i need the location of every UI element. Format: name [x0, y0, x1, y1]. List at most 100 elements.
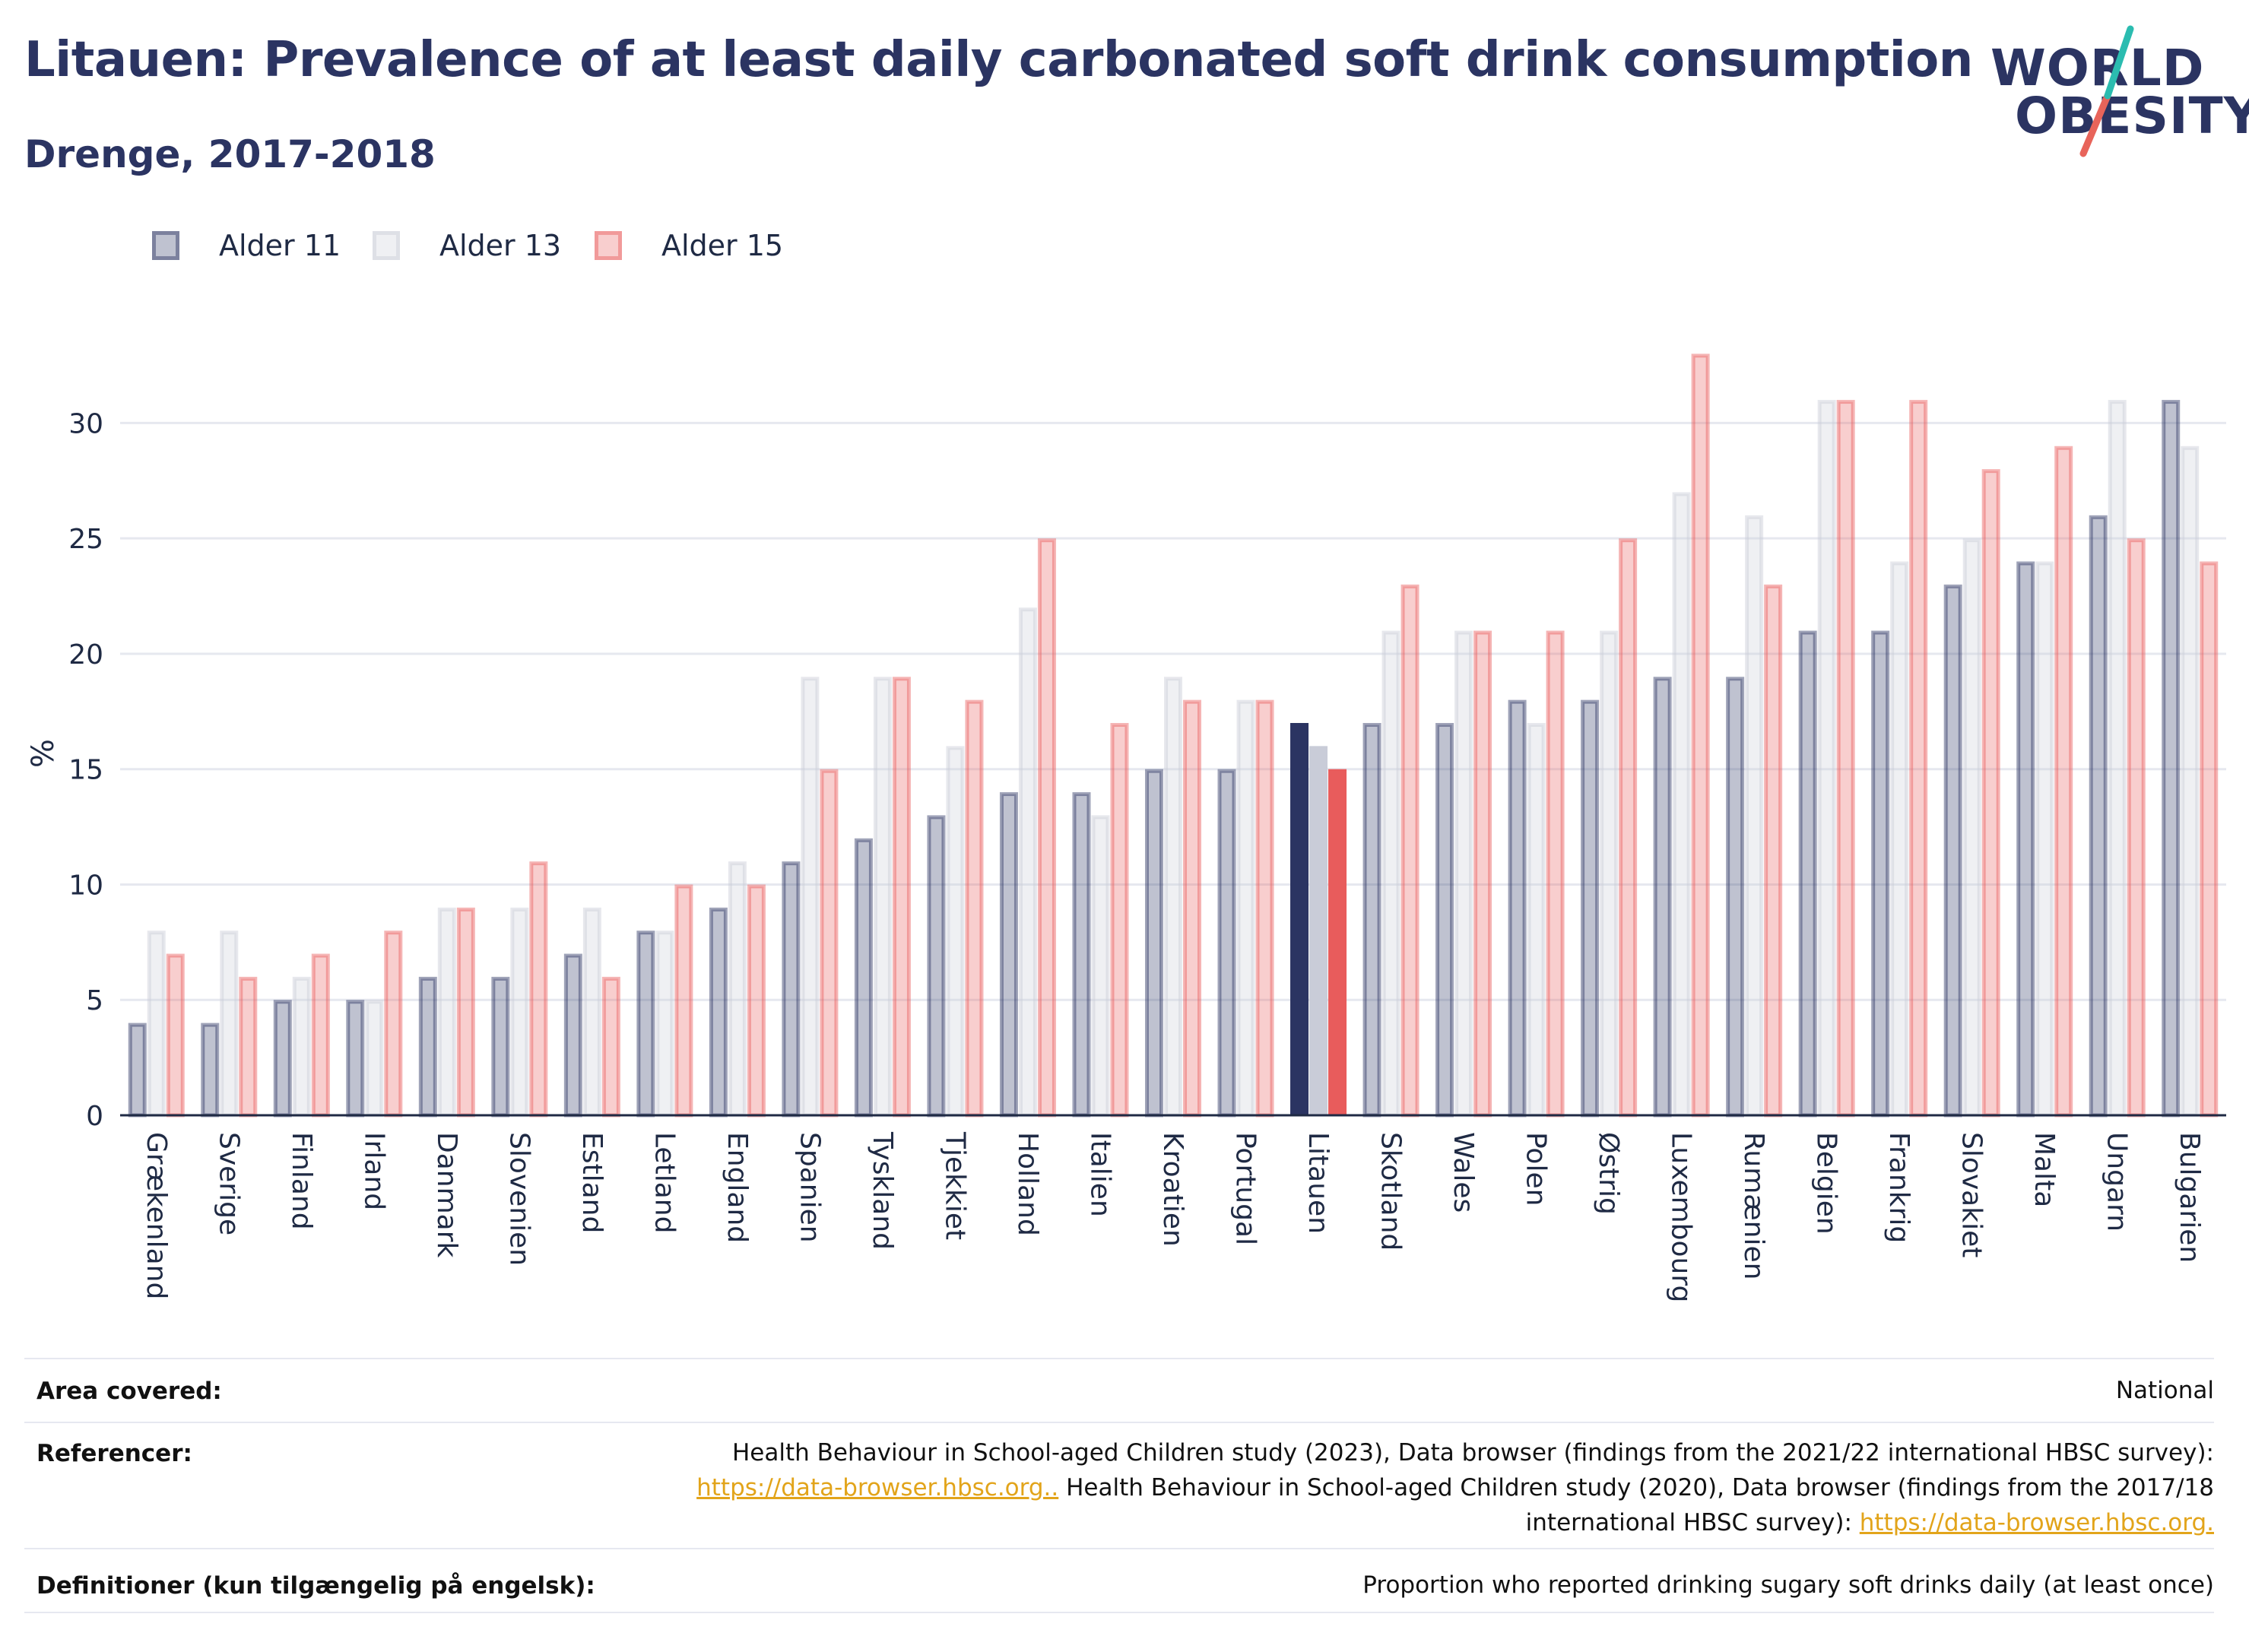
x-tick-label: Irland [358, 1132, 389, 1210]
y-tick-label: 30 [68, 408, 103, 439]
bar-skotland-alder-15 [1400, 584, 1420, 1118]
bar-ungarn-alder-15 [2127, 538, 2146, 1118]
bar-belgien-alder-13 [1817, 400, 1836, 1118]
bar-slovakiet-alder-15 [1981, 469, 2000, 1118]
x-tick-label: Skotland [1375, 1132, 1407, 1251]
bar-malta-alder-13 [2035, 561, 2054, 1118]
references-value: Health Behaviour in School-aged Children… [389, 1435, 2214, 1540]
bar-litauen-alder-15 [1328, 769, 1347, 1115]
bar-bulgarien-alder-13 [2181, 446, 2200, 1118]
bar-italien-alder-15 [1110, 723, 1129, 1118]
bar-portugal-alder-11 [1217, 769, 1236, 1118]
chart-title: Litauen: Prevalence of at least daily ca… [24, 32, 1973, 88]
bar-finland-alder-11 [273, 1000, 292, 1118]
bar-slovenien-alder-15 [529, 861, 548, 1118]
x-tick-label: Grækenland [141, 1132, 172, 1299]
table-divider [24, 1358, 2214, 1359]
y-tick-label: 10 [68, 870, 103, 901]
x-tick-label: Kroatien [1157, 1132, 1188, 1247]
bar-slovenien-alder-13 [510, 907, 529, 1118]
bar-luxembourg-alder-13 [1672, 492, 1691, 1118]
y-tick-label: 25 [68, 524, 103, 555]
bar-spanien-alder-13 [801, 677, 820, 1118]
bar-frankrig-alder-11 [1871, 630, 1890, 1118]
bar-danmark-alder-11 [418, 976, 437, 1118]
bar-polen-alder-15 [1546, 630, 1565, 1118]
bar-chart: 0 5 10 15 20 25 30% Grækenland Sverige Finland Irl… [26, 354, 2226, 1302]
bar-ungarn-alder-11 [2089, 515, 2108, 1118]
bar-rumænien-alder-15 [1764, 584, 1783, 1118]
legend-swatch-age11 [152, 231, 179, 260]
bar-england-alder-11 [709, 907, 728, 1118]
bar-letland-alder-13 [655, 931, 674, 1118]
bar-polen-alder-13 [1527, 723, 1546, 1118]
bar-sverige-alder-11 [201, 1023, 220, 1118]
reference-link-2[interactable]: https://data-browser.hbsc.org. [1859, 1509, 2214, 1536]
bar-tyskland-alder-13 [873, 677, 892, 1118]
bar-slovakiet-alder-11 [1943, 584, 1962, 1118]
bar-slovakiet-alder-13 [1962, 538, 1981, 1118]
logo-line2: OBESITY [2015, 87, 2249, 145]
bar-irland-alder-13 [365, 1000, 384, 1118]
logo-line1: WORLD [1990, 39, 2205, 97]
x-tick-label: Sverige [213, 1132, 244, 1235]
bar-malta-alder-11 [2016, 561, 2035, 1118]
bar-østrig-alder-15 [1619, 538, 1638, 1118]
bar-tjekkiet-alder-13 [946, 746, 965, 1118]
area-covered-value: National [2115, 1377, 2214, 1404]
bar-frankrig-alder-13 [1890, 561, 1909, 1118]
bar-luxembourg-alder-11 [1653, 677, 1672, 1118]
bar-belgien-alder-11 [1798, 630, 1817, 1118]
x-tick-label: Bulgarien [2174, 1132, 2205, 1263]
table-divider [24, 1422, 2214, 1423]
bar-rumænien-alder-11 [1726, 677, 1745, 1118]
x-tick-label: Polen [1521, 1132, 1552, 1206]
reference-line-1: Health Behaviour in School-aged Children… [732, 1439, 2214, 1467]
bar-ungarn-alder-13 [2108, 400, 2127, 1118]
legend-label-age13: Alder 13 [439, 229, 562, 262]
x-tick-label: Luxembourg [1666, 1132, 1697, 1302]
references-label: Referencer: [36, 1440, 192, 1467]
x-tick-label: Italien [1084, 1132, 1115, 1217]
bar-rumænien-alder-13 [1745, 515, 1764, 1118]
reference-link-1[interactable]: https://data-browser.hbsc.org.. [696, 1474, 1059, 1501]
x-tick-label: Rumænien [1738, 1132, 1769, 1279]
bar-sverige-alder-13 [220, 931, 239, 1118]
bar-estland-alder-11 [563, 953, 582, 1118]
bar-grækenland-alder-13 [147, 931, 166, 1118]
x-tick-label: Belgien [1811, 1132, 1842, 1235]
bar-tjekkiet-alder-15 [965, 699, 984, 1118]
reference-line-3-text: international HBSC survey): [1525, 1509, 1860, 1536]
bar-sverige-alder-15 [239, 976, 258, 1118]
y-axis-label: % [26, 739, 61, 768]
bar-wales-alder-11 [1435, 723, 1454, 1118]
area-covered-label: Area covered: [36, 1378, 222, 1405]
x-tick-label: Estland [576, 1132, 607, 1233]
bar-estland-alder-15 [601, 976, 620, 1118]
x-tick-label: Letland [649, 1132, 680, 1233]
bar-tyskland-alder-11 [854, 838, 873, 1118]
bar-england-alder-15 [747, 884, 766, 1118]
bar-tjekkiet-alder-11 [927, 815, 946, 1118]
definitions-label: Definitioner (kun tilgængelig på engelsk… [36, 1572, 595, 1600]
x-tick-label: Danmark [431, 1132, 462, 1258]
bar-estland-alder-13 [582, 907, 601, 1118]
bar-grækenland-alder-11 [128, 1023, 147, 1118]
logo-slash-icon [2079, 25, 2134, 157]
legend-swatch-age13 [373, 231, 400, 260]
x-tick-label: Holland [1012, 1132, 1043, 1236]
bar-østrig-alder-11 [1581, 699, 1600, 1118]
reference-line-2: https://data-browser.hbsc.org.. Health B… [389, 1470, 2214, 1505]
bar-litauen-alder-13 [1309, 746, 1328, 1115]
bar-portugal-alder-15 [1255, 699, 1274, 1118]
bar-finland-alder-15 [311, 953, 330, 1118]
bar-portugal-alder-13 [1236, 699, 1255, 1118]
definitions-value: Proportion who reported drinking sugary … [1362, 1571, 2214, 1599]
bar-østrig-alder-13 [1600, 630, 1619, 1118]
bar-tyskland-alder-15 [892, 677, 911, 1118]
x-tick-label: Finland [286, 1132, 317, 1230]
bar-spanien-alder-11 [782, 861, 801, 1118]
bar-england-alder-13 [728, 861, 747, 1118]
bar-bulgarien-alder-11 [2162, 400, 2181, 1118]
world-obesity-logo: WORLD OBESITY [1984, 23, 2249, 160]
